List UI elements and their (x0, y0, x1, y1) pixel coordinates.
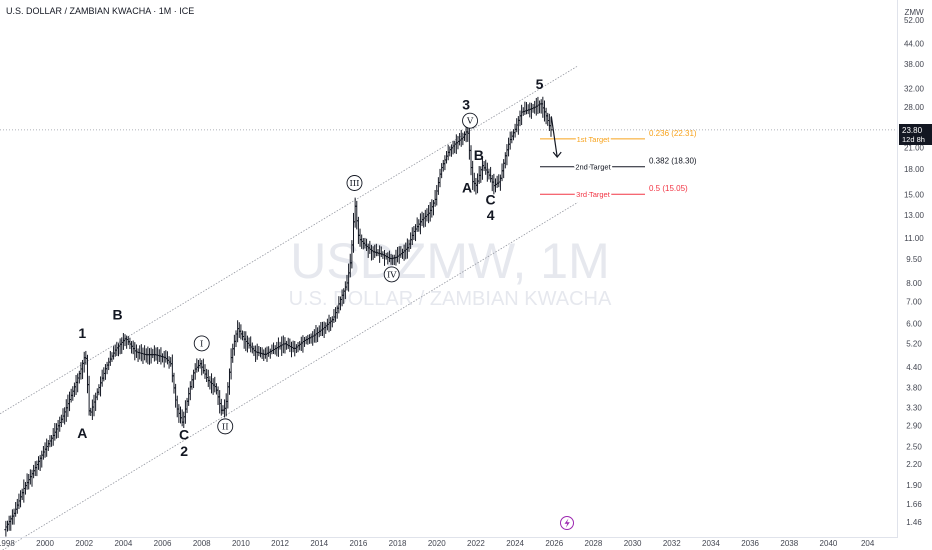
price-tick-label: 3.30 (906, 403, 922, 412)
wave-label: I (200, 339, 203, 349)
time-tick-label: 2030 (624, 539, 642, 548)
arrow-shaft (550, 116, 558, 158)
time-tick-label: 2012 (271, 539, 289, 548)
fib-targets[interactable]: 1st Target 0.236 (22.31) 2nd Target 0.382 (… (540, 129, 697, 201)
time-tick-label: 2020 (428, 539, 446, 548)
time-tick-label: 1998 (0, 539, 15, 548)
wave-label: V (466, 117, 474, 127)
time-tick-label: 2018 (389, 539, 407, 548)
time-tick-label: 2008 (193, 539, 211, 548)
lightning-icon[interactable] (560, 516, 574, 530)
time-tick-label: 2014 (310, 539, 328, 548)
chart-title: U.S. DOLLAR / ZAMBIAN KWACHA · 1M · ICE (6, 6, 195, 16)
wave-label: 2 (180, 443, 188, 459)
price-tick-label: 1.90 (906, 481, 922, 490)
wave-label-circle (383, 266, 400, 283)
price-tick-label: 44.00 (904, 40, 925, 49)
wave-label-circle (346, 175, 363, 191)
target-label-3: 3rd Target (576, 190, 611, 199)
time-tick-label: 2016 (350, 539, 368, 548)
current-price-value: 23.80 (902, 126, 923, 135)
target-label-2: 2nd Target (575, 163, 611, 172)
arrow-head (552, 151, 562, 159)
wave-label-circle (462, 112, 478, 129)
price-bars (4, 96, 553, 537)
price-tick-label: 8.00 (906, 279, 922, 288)
price-tick-label: 2.20 (906, 460, 922, 469)
time-tick-label: 2010 (232, 539, 250, 548)
time-tick-label: 2024 (506, 539, 524, 548)
time-tick-label: 2036 (741, 539, 759, 548)
price-tick-label: 5.20 (906, 339, 922, 348)
price-tick-label: 32.00 (904, 84, 925, 93)
channel-lower-line (1, 202, 578, 550)
fib-level-2: 0.382 (18.30) (649, 157, 697, 166)
price-tick-label: 2.50 (906, 442, 922, 451)
wave-label-circle (217, 418, 234, 435)
time-tick-label: 2038 (780, 539, 798, 548)
time-tick-label: 2034 (702, 539, 720, 548)
wave-label: B (474, 147, 484, 163)
wave-label: C (486, 191, 496, 207)
wave-label: A (77, 425, 87, 441)
price-tick-label: 2.90 (906, 421, 922, 430)
fib-level-3: 0.5 (15.05) (649, 184, 688, 193)
price-tick-label: 1.46 (906, 518, 922, 527)
price-axis[interactable]: 1.46 1.66 1.90 2.20 2.50 2.90 3.30 3.80 4.40 5.20… (904, 16, 925, 527)
current-price-tag: 23.80 12d 8h (899, 124, 932, 145)
time-axis[interactable]: 1998 2000 2002 2004 2006 2008 2010 2012 2014 2016… (0, 539, 875, 548)
fib-level-1: 0.236 (22.31) (649, 129, 697, 138)
wave-label: C (179, 426, 189, 442)
projection-arrow[interactable] (550, 116, 562, 159)
wave-label: 3 (462, 97, 470, 113)
wave-label: B (112, 306, 122, 322)
wave-label: II (222, 422, 229, 432)
time-tick-label: 2028 (585, 539, 603, 548)
time-tick-label: 2026 (545, 539, 563, 548)
price-tick-label: 38.00 (904, 60, 925, 69)
price-tick-label: 3.80 (906, 383, 922, 392)
time-tick-label: 2000 (36, 539, 54, 548)
price-tick-label: 9.50 (906, 255, 922, 264)
time-tick-label: 2032 (663, 539, 681, 548)
target-label-1: 1st Target (577, 135, 611, 144)
time-tick-label: 204 (861, 539, 875, 548)
channel-upper-line (0, 65, 578, 415)
price-tick-label: 13.00 (904, 211, 925, 220)
wave-label: 1 (78, 325, 86, 341)
price-tick-label: 1.66 (906, 500, 922, 509)
price-tick-label: 7.00 (906, 298, 922, 307)
time-tick-label: 2022 (467, 539, 485, 548)
countdown-value: 12d 8h (902, 135, 925, 144)
wave-label: A (462, 179, 472, 195)
wave-label: 5 (536, 76, 544, 92)
watermark-symbol: USDZMW, 1M (290, 233, 609, 289)
wave-label: 4 (487, 207, 495, 223)
wave-label-circle (193, 335, 210, 352)
price-tick-label: 18.00 (904, 165, 925, 174)
wave-label: IV (387, 270, 397, 280)
currency-label: ZMW (904, 8, 924, 17)
time-tick-label: 2004 (114, 539, 132, 548)
time-tick-label: 2040 (820, 539, 838, 548)
time-tick-label: 2006 (154, 539, 172, 548)
time-tick-label: 2002 (75, 539, 93, 548)
price-tick-label: 6.00 (906, 319, 922, 328)
price-tick-label: 52.00 (904, 16, 925, 25)
price-tick-label: 11.00 (904, 234, 924, 243)
trend-channel[interactable] (0, 65, 578, 550)
wave-label: III (349, 179, 359, 189)
price-tick-label: 21.00 (904, 143, 925, 152)
watermark-description: U.S. DOLLAR / ZAMBIAN KWACHA (289, 288, 612, 310)
price-tick-label: 4.40 (906, 363, 922, 372)
price-tick-label: 15.00 (904, 191, 925, 200)
price-tick-label: 28.00 (904, 103, 925, 112)
